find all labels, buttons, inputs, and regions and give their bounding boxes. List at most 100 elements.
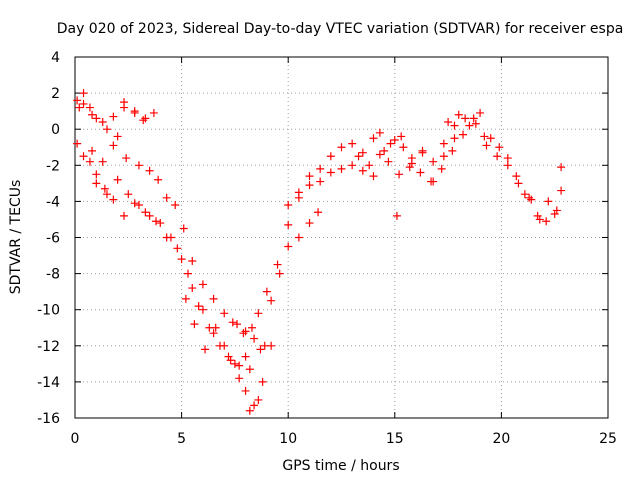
data-point — [284, 201, 293, 210]
data-point — [209, 294, 218, 303]
data-point — [369, 134, 378, 143]
data-point — [120, 211, 129, 220]
data-point — [550, 210, 559, 219]
data-point — [256, 345, 265, 354]
data-point — [294, 188, 303, 197]
data-point — [450, 134, 459, 143]
data-point — [173, 244, 182, 253]
data-point — [358, 166, 367, 175]
data-point — [380, 146, 389, 155]
data-point — [211, 323, 220, 332]
data-point — [145, 166, 154, 175]
data-point — [390, 136, 399, 145]
grid-lines — [75, 57, 608, 418]
plot-frame — [74, 56, 609, 419]
data-point — [348, 161, 357, 170]
data-point — [476, 108, 485, 117]
data-point — [316, 177, 325, 186]
series-track-e — [92, 170, 254, 374]
data-point — [407, 159, 416, 168]
data-point — [459, 130, 468, 139]
data-point — [239, 329, 248, 338]
data-point — [533, 211, 542, 220]
x-axis-label: GPS time / hours — [282, 458, 399, 474]
data-point — [450, 121, 459, 130]
data-point — [337, 164, 346, 173]
data-point — [267, 296, 276, 305]
data-points — [73, 89, 566, 415]
data-point — [235, 374, 244, 383]
data-point — [245, 406, 254, 415]
data-point — [314, 208, 323, 217]
series-track-i — [354, 114, 566, 226]
data-point — [375, 150, 384, 159]
data-point — [514, 179, 523, 188]
data-point — [284, 242, 293, 251]
y-tick-label: -14 — [37, 375, 60, 391]
data-point — [241, 386, 250, 395]
data-point — [461, 114, 470, 123]
data-point — [130, 199, 139, 208]
data-point — [254, 309, 263, 318]
x-tick-label: 25 — [599, 431, 617, 447]
data-point — [134, 201, 143, 210]
data-point — [92, 114, 101, 123]
data-point — [544, 197, 553, 206]
data-point — [141, 114, 150, 123]
data-point — [102, 190, 111, 199]
data-point — [85, 157, 94, 166]
data-point — [262, 287, 271, 296]
series-track-c — [73, 139, 265, 354]
data-point — [254, 395, 263, 404]
data-point — [98, 117, 107, 126]
data-point — [316, 164, 325, 173]
data-point — [113, 175, 122, 184]
data-point — [399, 143, 408, 152]
data-point — [122, 154, 131, 163]
data-point — [482, 141, 491, 150]
x-tick-labels: 0 5 10 15 20 25 — [71, 431, 617, 447]
data-point — [552, 206, 561, 215]
data-point — [79, 99, 88, 108]
y-tick-label: 4 — [51, 50, 60, 66]
series-track-g — [233, 121, 459, 336]
data-point — [448, 146, 457, 155]
data-point — [245, 365, 254, 374]
y-tick-label: 2 — [51, 86, 60, 102]
data-point — [392, 211, 401, 220]
y-tick-label: 0 — [51, 122, 60, 138]
x-tick-label: 10 — [279, 431, 297, 447]
data-point — [273, 260, 282, 269]
data-point — [305, 181, 314, 190]
data-point — [375, 128, 384, 137]
data-point — [369, 172, 378, 181]
data-point — [397, 132, 406, 141]
y-tick-label: -8 — [46, 267, 60, 283]
data-point — [405, 163, 414, 172]
data-point — [557, 186, 566, 195]
data-point — [503, 154, 512, 163]
y-axis-label: SDTVAR / TECUs — [8, 180, 24, 295]
data-point — [395, 170, 404, 179]
data-point — [152, 217, 161, 226]
data-point — [92, 179, 101, 188]
data-point — [171, 201, 180, 210]
data-point — [224, 352, 233, 361]
series-track-a — [73, 96, 158, 126]
data-point — [85, 103, 94, 112]
data-point — [100, 184, 109, 193]
data-point — [230, 359, 239, 368]
y-tick-label: -12 — [37, 339, 60, 355]
data-point — [429, 157, 438, 166]
data-point — [354, 152, 363, 161]
data-point — [156, 219, 165, 228]
data-point — [134, 161, 143, 170]
data-point — [525, 193, 534, 202]
data-point — [418, 146, 427, 155]
data-point — [145, 211, 154, 220]
data-point — [235, 361, 244, 370]
data-point — [250, 401, 259, 410]
data-point — [258, 377, 267, 386]
series-track-b — [75, 89, 148, 141]
